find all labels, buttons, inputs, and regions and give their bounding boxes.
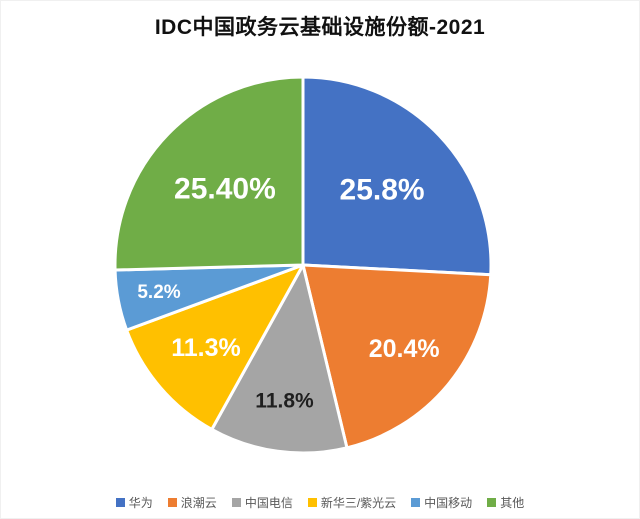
legend-label-china-telecom: 中国电信 xyxy=(244,496,293,510)
legend-item-others: 其他 xyxy=(487,494,524,511)
legend-label-china-mobile: 中国移动 xyxy=(424,496,473,510)
pie-label-china-telecom: 11.8% xyxy=(255,390,314,413)
legend-item-huawei: 华为 xyxy=(115,494,153,511)
pie-label-h3c-unis-cloud: 11.3% xyxy=(171,334,241,362)
pie-slice-china-telecom xyxy=(210,263,349,455)
pie-slice-h3c-unis-cloud xyxy=(125,263,305,431)
legend-item-inspur-cloud: 浪潮云 xyxy=(167,494,217,511)
legend-item-china-telecom: 中国电信 xyxy=(231,494,293,511)
pie-slice-huawei xyxy=(301,75,493,277)
legend-item-china-mobile: 中国移动 xyxy=(411,494,472,511)
legend-marker-others xyxy=(487,498,497,507)
legend-label-others: 其他 xyxy=(500,496,525,510)
legend-label-inspur-cloud: 浪潮云 xyxy=(180,496,217,510)
legend-label-huawei: 华为 xyxy=(128,496,153,510)
legend-marker-huawei xyxy=(115,498,125,507)
legend-marker-china-telecom xyxy=(231,498,241,507)
pie-label-huawei: 25.8% xyxy=(340,173,425,206)
pie-label-inspur-cloud: 20.4% xyxy=(369,335,440,363)
pie-slice-others xyxy=(113,75,305,272)
legend-label-h3c-unis-cloud: 新华三/紫光云 xyxy=(320,496,397,510)
legend-item-h3c-unis-cloud: 新华三/紫光云 xyxy=(307,494,397,511)
pie-slice-inspur-cloud xyxy=(301,263,493,450)
legend-marker-china-mobile xyxy=(411,498,421,507)
legend-marker-inspur-cloud xyxy=(167,498,177,507)
pie-label-others: 25.40% xyxy=(174,172,276,205)
chart-title: IDC中国政务云基础设施份额-2021 xyxy=(154,16,486,39)
chart-legend: 华为 浪潮云 中国电信 新华三/紫光云 中国移动 其他 xyxy=(1,494,639,511)
pie-label-china-mobile: 5.2% xyxy=(137,282,180,303)
legend-marker-h3c-unis-cloud xyxy=(307,498,317,507)
